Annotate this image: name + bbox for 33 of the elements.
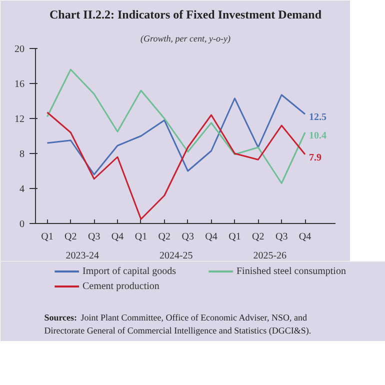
x-tick-label: Q1 xyxy=(41,232,54,242)
y-tick-label: 4 xyxy=(20,184,24,195)
x-tick-label: Q4 xyxy=(298,232,312,242)
x-tick-label: Q2 xyxy=(64,232,77,242)
data-label: 10.4 xyxy=(309,130,327,142)
source-note: Sources: Joint Plant Committee, Office of Economic Adviser, NSO, and Directorate General of Commercial Intelligence and Statistics (DGCI&S). xyxy=(44,312,312,336)
x-tick-label: Q3 xyxy=(182,232,194,242)
y-tick-label: 12 xyxy=(14,114,24,125)
legend-label: Finished steel consumption xyxy=(236,266,346,277)
line-series xyxy=(46,94,306,176)
text: 2023-24 xyxy=(66,250,100,262)
x-tick-label: Q3 xyxy=(275,232,288,242)
y-tick-label: 16 xyxy=(14,79,24,90)
data-label: 12.5 xyxy=(309,112,327,124)
text: 2024-25 xyxy=(159,250,193,262)
legend-label: Import of capital goods xyxy=(82,266,176,277)
x-tick-label: Q4 xyxy=(205,232,218,242)
line-series xyxy=(46,68,306,184)
legend-label: Cement production xyxy=(82,281,160,292)
chart-title: Chart II.2.2: Indicators of Fixed Investment Demand xyxy=(50,8,322,22)
chart-subtitle: (Growth, per cent, y-o-y) xyxy=(140,34,230,44)
y-tick-label: 20 xyxy=(14,44,24,55)
x-tick-label: Q4 xyxy=(111,232,124,242)
x-tick-label: Q2 xyxy=(252,232,264,242)
x-tick-label: Q3 xyxy=(88,232,100,242)
y-tick-label: 8 xyxy=(20,149,24,160)
x-tick-label: Q1 xyxy=(134,232,148,242)
data-label: 7.9 xyxy=(309,152,322,164)
text: 2025-26 xyxy=(253,250,287,262)
x-tick-label: Q2 xyxy=(158,232,171,242)
x-tick-label: Q1 xyxy=(228,232,241,242)
line-series xyxy=(46,112,306,220)
y-tick-label: 0 xyxy=(20,219,24,230)
